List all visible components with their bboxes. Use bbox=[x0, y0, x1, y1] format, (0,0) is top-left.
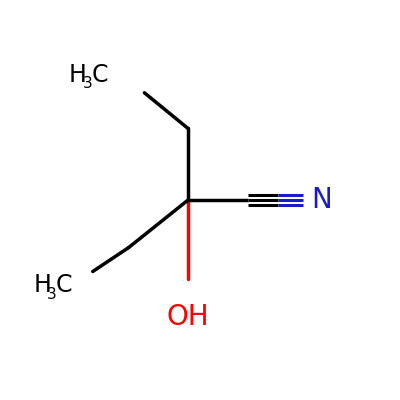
Text: 3: 3 bbox=[83, 76, 92, 91]
Text: OH: OH bbox=[167, 303, 209, 331]
Text: C: C bbox=[92, 63, 108, 87]
Text: 3: 3 bbox=[47, 287, 57, 302]
Text: H: H bbox=[33, 274, 51, 298]
Text: C: C bbox=[56, 274, 72, 298]
Text: H: H bbox=[69, 63, 87, 87]
Text: N: N bbox=[311, 186, 332, 214]
